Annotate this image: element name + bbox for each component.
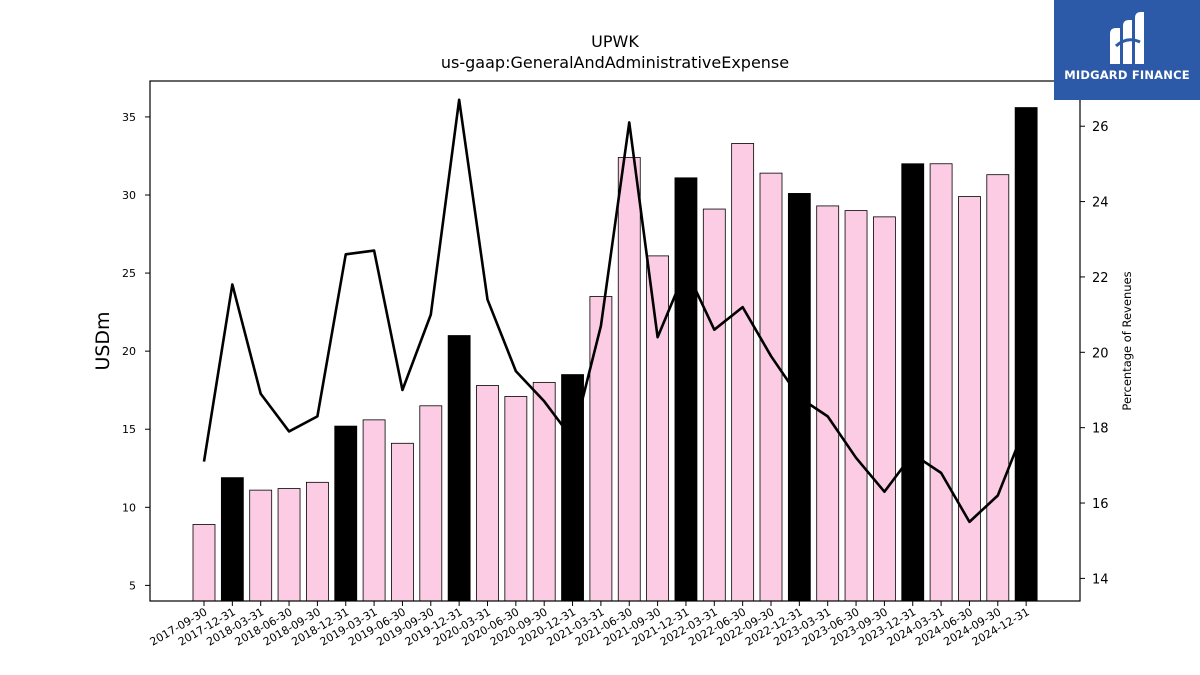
- bar-2022-06-30: [731, 143, 755, 602]
- bar-2023-09-30: [873, 216, 896, 602]
- right-axis-ticks: 14 16 18 20 22 24 26: [1080, 120, 1109, 587]
- bar-2020-03-31: [476, 385, 499, 602]
- bar-2020-06-30: [504, 396, 528, 602]
- plot-frame: [149, 80, 1081, 602]
- bar-2022-03-31: [702, 208, 726, 602]
- chart-subtitle: us-gaap:GeneralAndAdministrativeExpense: [440, 53, 790, 72]
- bar-2021-03-31: [589, 296, 613, 602]
- y2-tick-label: 24: [1092, 196, 1109, 211]
- bar-2023-03-31: [816, 205, 840, 602]
- bar-2018-12-31: [334, 425, 358, 602]
- left-axis-ticks: 5 10 15 20 25 30 35: [122, 111, 150, 592]
- midgard-finance-logo-icon: [1110, 12, 1144, 64]
- logo-text: MIDGARD FINANCE: [1064, 68, 1190, 82]
- bar-2024-12-31: [1014, 107, 1038, 602]
- y2-tick-label: 14: [1092, 572, 1109, 587]
- y-tick-label: 15: [122, 423, 136, 436]
- y-tick-label: 10: [122, 501, 136, 514]
- y2-tick-label: 18: [1092, 422, 1109, 437]
- bar-2017-12-31: [220, 477, 244, 602]
- bar-2019-12-31: [447, 335, 471, 602]
- bar-2023-12-31: [901, 163, 925, 602]
- bar-2019-06-30: [391, 442, 414, 602]
- bar-2022-09-30: [759, 172, 783, 602]
- y2-axis-label: Percentage of Revenues: [1120, 271, 1134, 410]
- bar-2019-09-30: [419, 405, 443, 602]
- bar-2020-09-30: [532, 381, 556, 602]
- y-axis-label: USDm: [92, 311, 114, 370]
- bar-2024-09-30: [986, 174, 1010, 602]
- bar-2018-09-30: [305, 481, 329, 602]
- bar-2019-03-31: [362, 419, 386, 602]
- bar-2024-06-30: [958, 196, 981, 602]
- y2-tick-label: 22: [1092, 271, 1109, 286]
- y-tick-label: 35: [122, 111, 136, 124]
- bars-layer: [192, 107, 1038, 602]
- y-tick-label: 30: [122, 189, 136, 202]
- y-tick-label: 5: [129, 579, 136, 592]
- bar-2021-12-31: [674, 177, 698, 602]
- x-axis-ticks: 2017-09-302017-12-312018-03-312018-06-30…: [148, 601, 1032, 649]
- y-tick-label: 25: [122, 267, 136, 280]
- bar-2021-06-30: [617, 157, 641, 602]
- bar-2017-09-30: [192, 524, 216, 602]
- bar-2024-03-31: [929, 163, 953, 602]
- bar-2021-09-30: [646, 255, 669, 602]
- y2-tick-label: 16: [1092, 497, 1109, 512]
- bar-2023-06-30: [844, 210, 868, 602]
- chart-title: UPWK: [591, 32, 639, 51]
- bar-2018-06-30: [277, 488, 301, 602]
- line-layer: [202, 98, 1028, 524]
- y2-tick-label: 20: [1092, 346, 1109, 361]
- midgard-finance-logo: MIDGARD FINANCE: [1054, 0, 1200, 100]
- bar-2018-03-31: [249, 489, 273, 602]
- y-tick-label: 20: [122, 345, 136, 358]
- y2-tick-label: 26: [1092, 120, 1109, 135]
- revenue-percentage-line: [202, 98, 1028, 524]
